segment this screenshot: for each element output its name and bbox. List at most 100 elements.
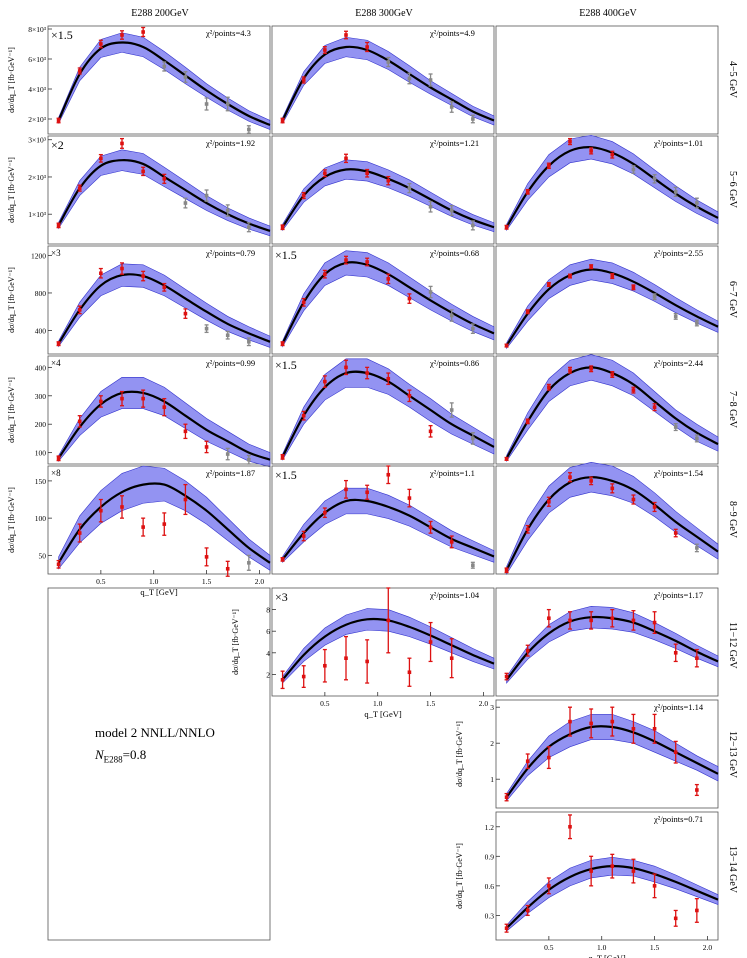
uncertainty-band xyxy=(58,377,271,468)
panel-0: 2×10³ 4×10³ 6×10³ 8×10³ dσ/dq_T [fb·GeV⁻¹] ×1… xyxy=(7,25,271,135)
x-tick-label: 0.5 xyxy=(96,577,106,586)
data-point xyxy=(77,305,82,315)
panel-frame xyxy=(495,135,719,245)
panel-1: χ²/points=4.9 xyxy=(271,25,495,135)
excluded-data-point xyxy=(470,114,475,124)
data-point xyxy=(568,273,572,279)
uncertainty-band xyxy=(506,354,719,463)
chi2-label: χ²/points=1.1 xyxy=(429,468,475,478)
excluded-data-point xyxy=(225,330,230,340)
panel-16: 1 2 3 dσ/dq_T [fb·GeV⁻¹] χ²/points=1.14 xyxy=(455,699,719,809)
data-point xyxy=(589,708,594,739)
data-point xyxy=(546,383,551,391)
data-point xyxy=(631,386,636,394)
data-point xyxy=(504,672,509,681)
data-point xyxy=(610,853,615,879)
row-label-4-5: 4−5 GeV xyxy=(727,61,738,99)
data-point xyxy=(504,567,509,574)
data-point xyxy=(365,366,370,380)
x-tick-label: 1.5 xyxy=(202,577,212,586)
x-axis-label: q_T [GeV] xyxy=(140,587,178,597)
excluded-data-point xyxy=(225,204,230,217)
uncertainty-band xyxy=(282,36,495,126)
panel-frame xyxy=(47,245,271,355)
panel-3: χ²/points=1.21 xyxy=(271,135,495,245)
data-point xyxy=(162,397,167,417)
chi2-label: χ²/points=1.14 xyxy=(653,702,704,712)
data-point xyxy=(568,611,572,630)
x-tick-label: 2.0 xyxy=(255,577,265,586)
data-point xyxy=(589,855,594,887)
data-point xyxy=(525,188,530,195)
uncertainty-band xyxy=(282,159,495,233)
data-point xyxy=(301,297,306,307)
excluded-data-point xyxy=(246,222,251,233)
data-point xyxy=(407,293,412,304)
data-point xyxy=(610,608,615,628)
normalization-symbol: N xyxy=(95,747,104,762)
data-point xyxy=(407,389,412,403)
excluded-data-point xyxy=(694,197,699,209)
y-tick-label: 150 xyxy=(35,477,47,486)
x-tick-label: 2.0 xyxy=(703,943,713,952)
excluded-data-point xyxy=(407,72,412,85)
data-point xyxy=(428,424,433,438)
y-tick-label: 200 xyxy=(35,420,47,429)
data-point xyxy=(504,343,509,348)
data-point xyxy=(77,184,82,192)
data-point xyxy=(344,30,348,40)
excluded-data-point xyxy=(694,319,699,327)
y-axis-label: dσ/dq_T [fb·GeV⁻¹] xyxy=(7,157,16,223)
panel-frame xyxy=(271,587,495,697)
data-point xyxy=(280,341,285,347)
uncertainty-band xyxy=(282,487,495,564)
data-point xyxy=(386,465,391,485)
x-tick-label: 1.5 xyxy=(650,943,660,952)
scale-multiplier: ×3 xyxy=(275,590,288,604)
panel-8: 100 200 300 400 dσ/dq_T [fb·GeV⁻¹] ×4 χ²/point… xyxy=(7,355,271,468)
panel-frame xyxy=(271,355,495,465)
data-point xyxy=(322,269,327,279)
y-tick-label: 2×10³ xyxy=(28,173,46,182)
y-tick-label: 0.9 xyxy=(485,852,495,861)
excluded-data-point xyxy=(225,447,230,461)
y-tick-label: 2 xyxy=(266,670,270,679)
data-point xyxy=(98,39,103,49)
excluded-data-point xyxy=(246,554,251,571)
data-point xyxy=(673,909,678,927)
uncertainty-band xyxy=(282,608,495,684)
scale-multiplier: ×1.5 xyxy=(275,468,297,482)
y-tick-label: 800 xyxy=(35,289,47,298)
panel-frame xyxy=(495,245,719,355)
data-point xyxy=(386,587,391,654)
data-point xyxy=(183,483,188,516)
empty-panel-frame xyxy=(495,25,719,135)
scale-multiplier: ×3 xyxy=(51,248,61,258)
data-point xyxy=(56,455,61,462)
excluded-data-point xyxy=(204,324,209,334)
x-tick-label: 1.0 xyxy=(149,577,159,586)
data-point xyxy=(525,309,530,315)
x-tick-label: 1.0 xyxy=(597,943,607,952)
data-point xyxy=(120,137,124,149)
y-axis-label: dσ/dq_T [fb·GeV⁻¹] xyxy=(7,47,16,113)
theory-curve xyxy=(57,482,271,564)
data-point xyxy=(589,147,594,155)
panel-frame xyxy=(495,699,719,809)
data-point xyxy=(322,46,327,54)
y-tick-label: 3×10³ xyxy=(28,136,46,145)
data-point xyxy=(162,173,167,184)
data-point xyxy=(589,611,594,630)
y-axis-label: dσ/dq_T [fb·GeV⁻¹] xyxy=(455,721,464,787)
data-point xyxy=(344,479,348,499)
y-tick-label: 300 xyxy=(35,392,47,401)
panel-frame xyxy=(47,25,271,135)
data-point xyxy=(568,706,572,737)
data-point xyxy=(280,557,285,562)
excluded-data-point xyxy=(470,220,475,231)
chi2-label: χ²/points=1.92 xyxy=(205,138,255,148)
data-point xyxy=(365,41,370,53)
x-tick-label: 0.5 xyxy=(320,699,330,708)
data-point xyxy=(56,341,61,347)
